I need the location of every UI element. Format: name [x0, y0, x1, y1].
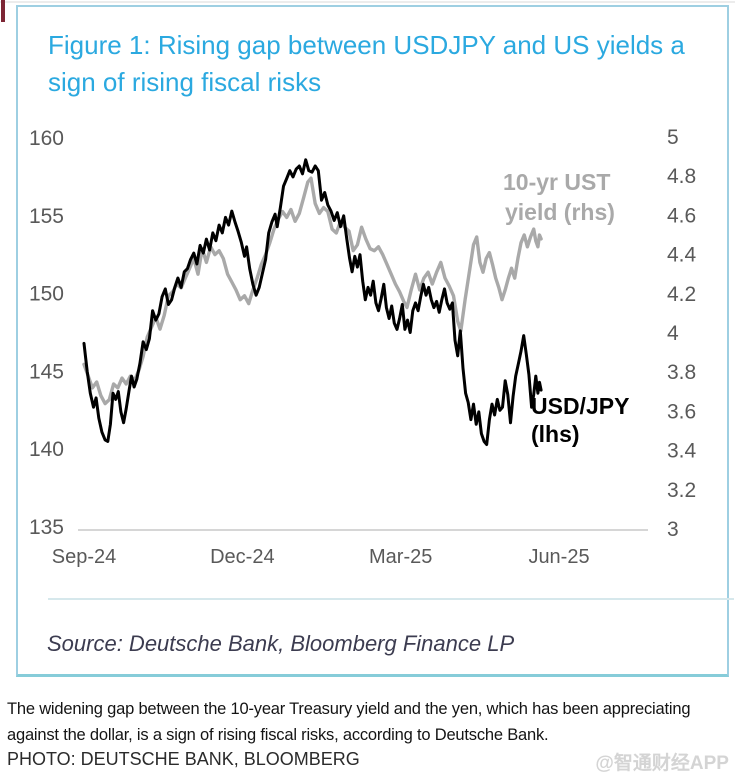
caption-text: The widening gap between the 10-year Tre…: [7, 700, 691, 744]
y-axis-right-tick: 3: [667, 518, 679, 541]
series-label-ust: yield (rhs): [505, 199, 615, 225]
source-divider: [48, 598, 734, 600]
y-axis-left-tick: 135: [29, 516, 64, 539]
y-axis-right-tick: 3.4: [667, 440, 697, 463]
y-axis-right-tick: 3.6: [667, 400, 696, 423]
figure-box: Figure 1: Rising gap between USDJPY and …: [16, 5, 734, 677]
x-axis-tick: Jun-25: [528, 546, 589, 568]
y-axis-left-tick: 145: [29, 360, 64, 383]
y-axis-right-tick: 5: [667, 126, 679, 149]
top-divider: [0, 1, 735, 3]
y-axis-left-tick: 150: [29, 283, 64, 306]
figure-title: Figure 1: Rising gap between USDJPY and …: [48, 30, 685, 97]
series-label-ust: 10-yr UST: [503, 169, 610, 195]
ust-yield-line: [82, 176, 543, 406]
accent-mark: [1, 0, 5, 22]
y-axis-right-tick: 4.2: [667, 283, 696, 306]
photo-credit: PHOTO: DEUTSCHE BANK, BLOOMBERG: [7, 749, 360, 769]
watermark: @智通财经APP: [595, 753, 729, 774]
y-axis-left-tick: 155: [29, 205, 64, 228]
series-label-usdjpy: USD/JPY: [531, 393, 629, 419]
series-label-usdjpy: (lhs): [531, 421, 580, 447]
y-axis-right-tick: 3.2: [667, 479, 696, 502]
x-axis-tick: Sep-24: [52, 546, 117, 568]
y-axis-left-tick: 160: [29, 127, 64, 150]
x-axis-tick: Dec-24: [210, 546, 274, 568]
y-axis-right-tick: 4.4: [667, 244, 697, 267]
y-axis-right-tick: 4.6: [667, 204, 696, 227]
y-axis-right-tick: 3.8: [667, 361, 696, 384]
line-chart: 160 155 150 145 140 135 5 4.8 4.6 4.4 4.2 4 3.8 3.6 3.…: [29, 126, 697, 568]
y-axis-right-tick: 4.8: [667, 165, 696, 188]
y-axis-left-tick: 140: [29, 438, 64, 461]
x-axis-tick: Mar-25: [369, 546, 432, 568]
usdjpy-line: [82, 158, 543, 446]
source-text: Source: Deutsche Bank, Bloomberg Finance…: [47, 631, 515, 656]
y-axis-right-tick: 4: [667, 322, 679, 345]
